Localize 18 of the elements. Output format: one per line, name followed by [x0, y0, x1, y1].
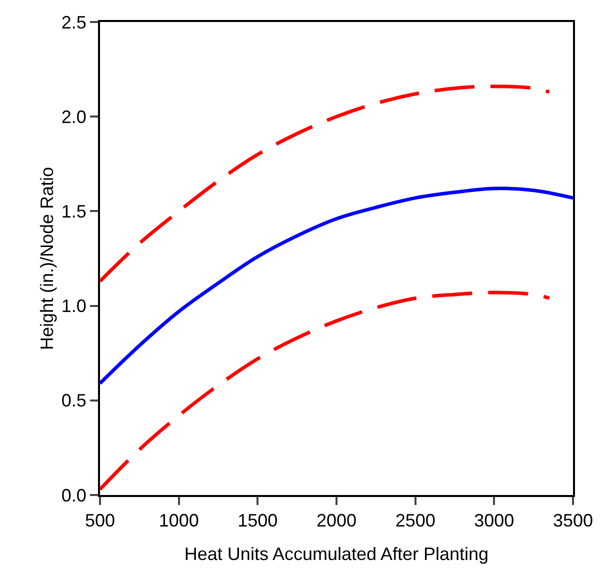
y-axis-title: Height (in.)/Node Ratio — [37, 166, 57, 350]
x-axis-title: Heat Units Accumulated After Planting — [184, 544, 489, 564]
line-series — [100, 84, 552, 283]
x-tick-label: 1000 — [158, 510, 199, 531]
line-series — [100, 290, 552, 492]
y-tick-label: 0.5 — [61, 390, 86, 411]
y-tick-label: 0.0 — [61, 485, 86, 506]
line-series — [100, 186, 573, 386]
y-tick-label: 2.0 — [61, 106, 86, 127]
y-tick-label: 1.5 — [61, 202, 86, 222]
y-tick-label: 2.5 — [61, 12, 86, 32]
x-tick-label: 3000 — [474, 510, 514, 531]
x-tick-label: 2500 — [395, 510, 436, 531]
x-tick-label: 3500 — [552, 510, 594, 531]
x-tick-label: 1500 — [238, 510, 278, 531]
y-tick-label: 1.0 — [61, 296, 86, 316]
x-tick-label: 2000 — [316, 510, 357, 531]
x-tick-label: 500 — [84, 510, 116, 531]
